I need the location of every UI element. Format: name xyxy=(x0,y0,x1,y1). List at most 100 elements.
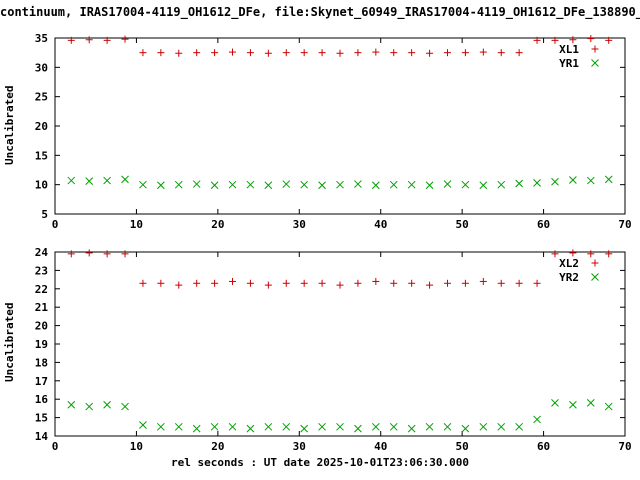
data-point xyxy=(586,399,595,407)
x-tick-label: 30 xyxy=(293,218,306,231)
y-tick-label: 15 xyxy=(35,412,48,425)
data-point xyxy=(354,180,362,188)
data-point xyxy=(85,402,94,411)
panel-2: 0 10 20 30 40 50 60 70 14 15 16 17 18 19 20 21 22 23 24 XL2… xyxy=(35,246,632,453)
data-point xyxy=(174,180,183,189)
data-point xyxy=(479,181,488,190)
data-point xyxy=(425,422,434,431)
data-point xyxy=(461,180,470,189)
data-point xyxy=(461,424,470,433)
y-tick-label: 25 xyxy=(35,91,48,104)
x-tick-label: 10 xyxy=(130,218,143,231)
plot-title: continuum, IRAS17004-4119_OH1612_DFe, fi… xyxy=(0,5,640,19)
y-tick-label: 18 xyxy=(35,356,48,369)
legend-marker-YR2 xyxy=(591,273,599,281)
data-point xyxy=(282,180,291,188)
legend-marker-YR1 xyxy=(591,59,599,67)
data-point xyxy=(569,176,577,184)
data-point xyxy=(264,181,273,190)
x-tick-label: 70 xyxy=(618,440,631,453)
x-tick-label: 60 xyxy=(537,218,550,231)
x-tick-label: 20 xyxy=(211,440,224,453)
legend-label-YR1: YR1 xyxy=(559,57,579,70)
y-tick-label: 15 xyxy=(35,149,48,162)
data-point xyxy=(85,177,94,186)
data-point xyxy=(103,176,111,185)
series-YR2-points xyxy=(67,399,613,433)
y-tick-label: 24 xyxy=(35,246,49,259)
data-point xyxy=(497,180,506,189)
data-point xyxy=(192,424,201,433)
data-point xyxy=(371,181,380,190)
series-XL1-points xyxy=(67,35,613,57)
legend-label-XL2: XL2 xyxy=(559,257,579,270)
data-point xyxy=(157,181,165,190)
y-tick-label: 14 xyxy=(35,430,49,443)
data-point xyxy=(67,176,76,185)
data-point xyxy=(515,179,523,188)
x-tick-label: 40 xyxy=(374,218,387,231)
data-point xyxy=(497,422,506,431)
series-YR1-points xyxy=(67,175,613,190)
x-tick-label: 50 xyxy=(456,218,469,231)
data-point xyxy=(139,180,147,189)
data-point xyxy=(533,179,541,187)
data-point xyxy=(210,181,219,190)
data-point xyxy=(389,180,398,189)
data-point xyxy=(157,422,165,431)
data-point xyxy=(67,400,76,409)
data-point xyxy=(174,422,183,431)
data-point xyxy=(354,424,362,433)
y-tick-label: 16 xyxy=(35,393,49,406)
data-point xyxy=(407,180,416,189)
x-tick-label: 60 xyxy=(537,440,550,453)
data-point xyxy=(282,422,291,431)
y-tick-label: 10 xyxy=(35,179,48,192)
data-point xyxy=(604,402,613,411)
legend-marker-XL1 xyxy=(591,45,599,53)
data-point xyxy=(425,181,434,190)
data-point xyxy=(300,180,309,189)
data-point xyxy=(443,180,452,188)
series-XL2-points xyxy=(67,249,613,289)
data-point xyxy=(336,422,344,431)
y-tick-label: 35 xyxy=(35,32,48,45)
y-tick-label: 22 xyxy=(35,283,48,296)
data-point xyxy=(139,421,147,429)
y-tick-label: 19 xyxy=(35,338,48,351)
y-tick-label: 5 xyxy=(41,208,48,221)
plot-border xyxy=(54,251,626,437)
data-point xyxy=(551,399,559,407)
data-point xyxy=(121,402,129,411)
x-tick-label: 70 xyxy=(618,218,631,231)
data-point xyxy=(300,424,309,433)
x-tick-label: 30 xyxy=(293,440,306,453)
y-tick-label: 20 xyxy=(35,120,48,133)
data-point xyxy=(443,422,452,431)
y-tick-label: 21 xyxy=(35,301,49,314)
data-point xyxy=(551,177,559,186)
data-point xyxy=(318,422,326,431)
x-tick-label: 50 xyxy=(456,440,469,453)
data-point xyxy=(336,180,344,189)
x-tick-label: 20 xyxy=(211,218,224,231)
data-point xyxy=(569,400,577,409)
x-tick-label: 40 xyxy=(374,440,387,453)
y-tick-label: 17 xyxy=(35,375,48,388)
data-point xyxy=(228,180,237,189)
y-tick-label: 20 xyxy=(35,320,48,333)
data-point xyxy=(318,181,326,190)
data-point xyxy=(246,424,255,433)
x-tick-label: 0 xyxy=(52,440,59,453)
data-point xyxy=(604,175,613,184)
data-point xyxy=(389,422,398,431)
data-point xyxy=(228,422,237,431)
legend-label-YR2: YR2 xyxy=(559,271,579,284)
data-point xyxy=(407,424,416,433)
y-tick-label: 30 xyxy=(35,61,48,74)
x-axis-label: rel seconds : UT date 2025-10-01T23:06:3… xyxy=(170,456,469,469)
x-tick-label: 0 xyxy=(52,218,59,231)
data-point xyxy=(246,180,255,189)
